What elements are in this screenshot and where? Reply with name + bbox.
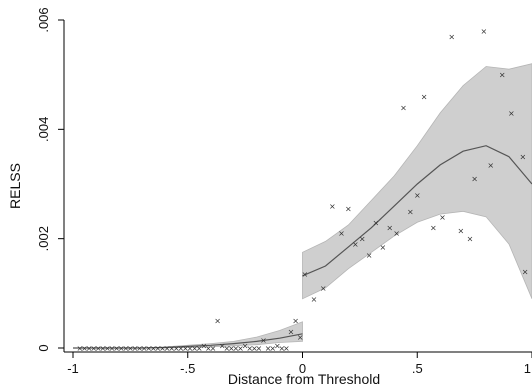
scatter-point: × (219, 341, 226, 350)
y-axis-title: RELSS (7, 163, 23, 209)
fit-lines (73, 145, 532, 349)
scatter-point: × (109, 344, 116, 353)
fit-line-left (73, 333, 303, 349)
scatter-point: × (104, 344, 111, 353)
scatter-point: × (458, 227, 465, 236)
scatter-point: × (400, 104, 407, 113)
scatter-point: × (168, 344, 175, 353)
scatter-point: × (393, 229, 400, 238)
y-tick-label: .004 (36, 117, 51, 142)
scatter-point: × (237, 344, 244, 353)
scatter-point: × (407, 207, 414, 216)
x-tick-label: 0 (299, 361, 306, 376)
scatter-point: × (90, 344, 97, 353)
scatter-point: × (251, 344, 258, 353)
scatter-point: × (311, 295, 318, 304)
scatter-point: × (274, 341, 281, 350)
scatter-point: × (278, 344, 285, 353)
scatter-point: × (173, 344, 180, 353)
scatter-point: × (430, 224, 437, 233)
scatter-point: × (127, 344, 134, 353)
y-tick-label: .002 (36, 226, 51, 251)
scatter-point: × (159, 344, 166, 353)
scatter-point: × (95, 344, 102, 353)
scatter-point: × (359, 235, 366, 244)
scatter-point: × (122, 344, 129, 353)
scatter-point: × (118, 344, 125, 353)
scatter-point: × (487, 161, 494, 170)
scatter-point: × (150, 344, 157, 353)
x-tick-label: -.5 (180, 361, 195, 376)
x-tick-label: 1 (524, 361, 531, 376)
scatter-point: × (223, 344, 230, 353)
scatter-point: × (214, 317, 221, 326)
scatter-point: × (205, 344, 212, 353)
scatter-point: × (246, 344, 253, 353)
x-axis-title: Distance from Threshold (228, 371, 380, 387)
scatter-point: × (519, 153, 526, 162)
scatter-point: × (414, 191, 421, 200)
scatter-point: × (297, 333, 304, 342)
scatter-point: × (301, 270, 308, 279)
x-tick-label: .5 (412, 361, 423, 376)
scatter-point: × (242, 341, 249, 350)
scatter-point: × (132, 344, 139, 353)
scatter-point: × (269, 344, 276, 353)
scatter-point: × (228, 344, 235, 353)
scatter-point: × (191, 344, 198, 353)
scatter-point: × (164, 344, 171, 353)
scatter-point: × (499, 71, 506, 80)
scatter-point: × (338, 229, 345, 238)
scatter-point: × (187, 344, 194, 353)
scatter-point: × (99, 344, 106, 353)
axes (63, 20, 532, 353)
x-tick-label: -1 (67, 361, 79, 376)
scatter-point: × (210, 344, 217, 353)
scatter-point: × (81, 344, 88, 353)
scatter-point: × (141, 344, 148, 353)
scatter-point: × (77, 344, 84, 353)
scatter-markers: ××××××××××××××××××××××××××××××××××××××××… (77, 27, 529, 353)
scatter-point: × (467, 235, 474, 244)
scatter-point: × (421, 93, 428, 102)
scatter-point: × (196, 344, 203, 353)
scatter-point: × (508, 109, 515, 118)
scatter-point: × (178, 344, 185, 353)
scatter-point: × (233, 344, 240, 353)
scatter-point: × (448, 32, 455, 41)
confidence-band-right (302, 63, 532, 300)
scatter-point: × (480, 27, 487, 36)
axis-ticks: -1 -.5 0 .5 1 0 .002 .004 .006 (36, 7, 532, 376)
scatter-point: × (522, 268, 529, 277)
confidence-bands (73, 63, 532, 349)
scatter-point: × (379, 243, 386, 252)
y-tick-label: 0 (36, 344, 51, 351)
scatter-point: × (265, 344, 272, 353)
scatter-point: × (256, 344, 263, 353)
fit-line-right (302, 145, 532, 277)
scatter-point: × (182, 344, 189, 353)
scatter-point: × (439, 213, 446, 222)
scatter-point: × (345, 205, 352, 214)
scatter-point: × (288, 328, 295, 337)
scatter-point: × (386, 224, 393, 233)
scatter-point: × (292, 317, 299, 326)
scatter-point: × (471, 175, 478, 184)
scatter-point: × (86, 344, 93, 353)
scatter-point: × (329, 202, 336, 211)
scatter-point: × (155, 344, 162, 353)
scatter-point: × (366, 251, 373, 260)
y-tick-label: .006 (36, 7, 51, 32)
scatter-point: × (260, 336, 267, 345)
scatter-point: × (145, 344, 152, 353)
scatter-point: × (373, 218, 380, 227)
scatter-point: × (136, 344, 143, 353)
scatter-point: × (320, 284, 327, 293)
scatter-point: × (283, 344, 290, 353)
scatter-point: × (352, 240, 359, 249)
scatter-point: × (113, 344, 120, 353)
scatter-point: × (200, 341, 207, 350)
